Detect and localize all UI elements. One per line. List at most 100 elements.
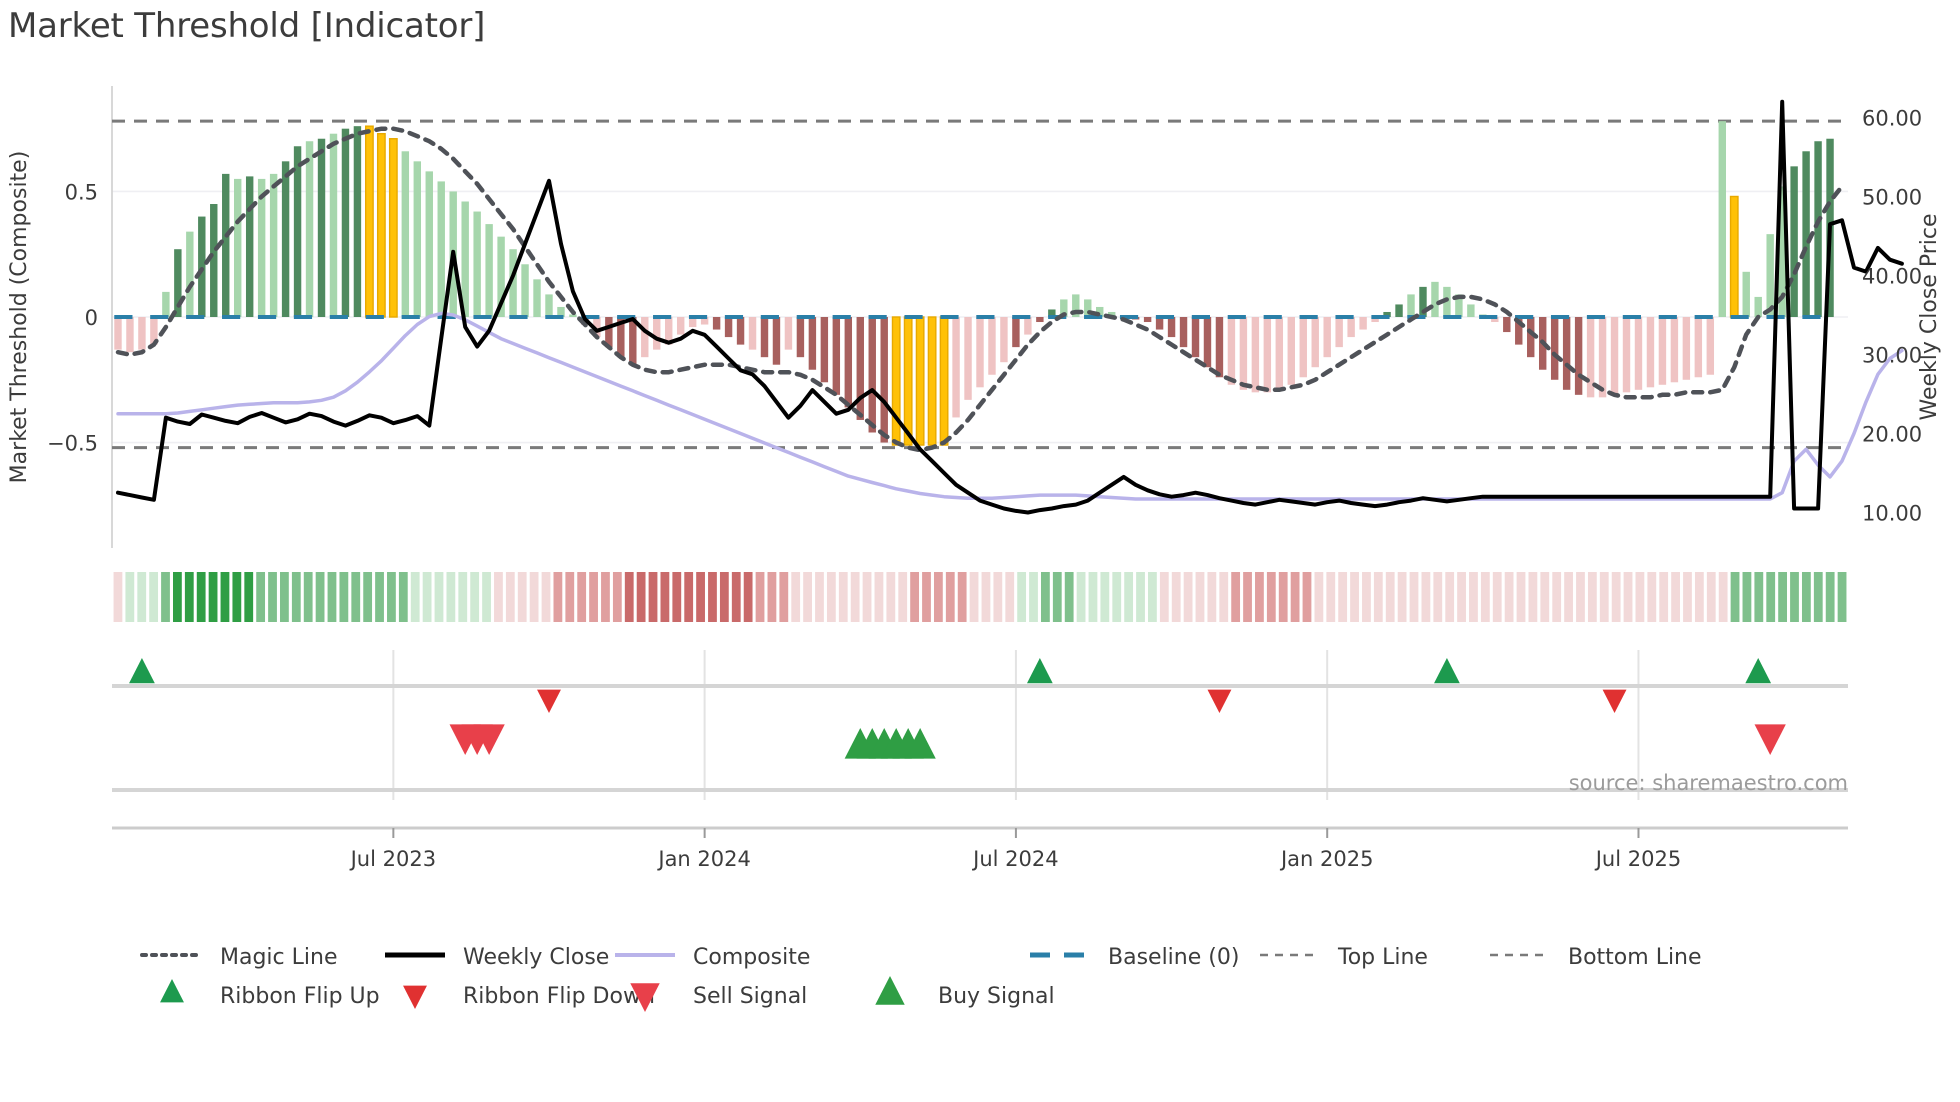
histogram-bar	[569, 314, 577, 317]
legend-item[interactable]: Baseline (0)	[1030, 945, 1239, 970]
ribbon-cell	[149, 572, 159, 622]
ribbon-cell	[1350, 572, 1359, 622]
histogram-bar	[1718, 121, 1727, 317]
ribbon-cell	[1552, 572, 1562, 622]
legend-item[interactable]: Top Line	[1260, 945, 1428, 970]
histogram-bar	[1239, 317, 1248, 390]
histogram-bar	[138, 317, 146, 350]
legend-label: Ribbon Flip Down	[463, 984, 655, 1009]
ribbon-cell	[1528, 572, 1538, 622]
ribbon-cell	[922, 572, 931, 622]
histogram-bar	[401, 151, 410, 317]
ribbon-cell	[172, 572, 182, 622]
histogram-bar	[305, 141, 314, 317]
ribbon-cell	[636, 572, 646, 622]
histogram-bar	[1634, 317, 1643, 390]
histogram-bar	[1335, 317, 1343, 348]
weekly-close-line	[116, 99, 1904, 515]
legend-item[interactable]: Buy Signal	[875, 976, 1055, 1009]
ribbon-cell	[1183, 572, 1193, 622]
ribbon-cell	[1599, 572, 1609, 622]
ribbon-cell	[137, 572, 147, 622]
x-tick-label: Jul 2025	[1594, 847, 1681, 871]
histogram-bar	[1000, 317, 1008, 363]
x-tick-label: Jan 2025	[1279, 847, 1374, 871]
ribbon-cell	[161, 572, 170, 622]
histogram-bar	[976, 317, 984, 388]
legend-item[interactable]: Bottom Line	[1490, 945, 1702, 970]
ribbon-cell	[1124, 572, 1134, 622]
histogram-bar	[1347, 317, 1355, 338]
histogram-bar	[1036, 317, 1044, 323]
left-axis-tick-labels: 0.5 0 −0.5	[47, 180, 98, 455]
ribbon-cell	[755, 572, 765, 622]
histogram-bar	[1670, 317, 1679, 383]
ribbon-cell	[1076, 572, 1086, 622]
histogram-bar	[174, 249, 182, 317]
ribbon-cell	[1813, 572, 1823, 622]
ribbon-cell	[672, 572, 682, 622]
histogram-bar	[688, 317, 697, 328]
histogram-bar	[1419, 286, 1427, 317]
legend-item[interactable]: Ribbon Flip Down	[403, 984, 655, 1009]
histogram-bar	[952, 317, 960, 418]
histogram-bar	[1598, 317, 1607, 398]
histogram-bar	[1203, 317, 1212, 368]
ribbon-flip-markers	[129, 658, 1772, 713]
histogram-bar	[293, 146, 302, 317]
ribbon-cell	[553, 572, 563, 622]
ribbon-cell	[1088, 572, 1098, 622]
right-tick-label: 30.00	[1862, 344, 1922, 368]
histogram-bar	[1694, 317, 1703, 378]
ribbon-cell	[577, 572, 587, 622]
legend-item[interactable]: Ribbon Flip Up	[160, 979, 380, 1009]
histogram-bar	[1251, 317, 1260, 393]
ribbon-cell	[957, 572, 967, 622]
histogram-bar	[1706, 317, 1715, 375]
histogram-bar	[760, 317, 769, 358]
histogram-bar	[1682, 317, 1691, 380]
ribbon-cell	[1266, 572, 1276, 622]
histogram-bar	[1227, 317, 1236, 385]
legend-item[interactable]: Weekly Close	[385, 945, 609, 970]
histogram-bar	[1491, 317, 1499, 323]
ribbon-cell	[1005, 572, 1015, 622]
histogram-bar	[1012, 317, 1020, 348]
histogram-bar	[198, 216, 206, 317]
histogram-bar	[162, 291, 170, 317]
page-title: Market Threshold [Indicator]	[8, 6, 486, 46]
x-axis-tick-labels: Jul 2023 Jan 2024 Jul 2024 Jan 2025 Jul 2025	[349, 847, 1682, 871]
ribbon-cell	[1469, 572, 1478, 622]
ribbon-cell	[565, 572, 575, 622]
ribbon-cell	[779, 572, 789, 622]
histogram-bar	[533, 279, 541, 317]
histogram-bar	[317, 138, 326, 317]
x-tick-label: Jan 2024	[656, 847, 751, 871]
legend-item[interactable]: Sell Signal	[630, 983, 807, 1012]
legend-item[interactable]: Composite	[615, 945, 810, 970]
histogram-bar	[1359, 317, 1367, 330]
histogram-bar	[988, 317, 996, 375]
ribbon-cell	[1326, 572, 1336, 622]
histogram-bar	[341, 128, 350, 317]
ribbon-cell	[1136, 572, 1145, 622]
histogram-bar	[748, 317, 757, 350]
ribbon-cell	[910, 572, 920, 622]
histogram-bar	[1072, 294, 1080, 317]
legend-item[interactable]: Magic Line	[140, 945, 337, 970]
ribbon-cell	[1671, 572, 1680, 622]
ribbon-cell	[1409, 572, 1419, 622]
legend-label: Bottom Line	[1568, 945, 1702, 970]
ribbon-cell	[1730, 572, 1740, 622]
histogram-bar	[617, 317, 625, 358]
ribbon-cell	[850, 572, 860, 622]
ribbon-cell	[351, 572, 361, 622]
histogram-bar	[1275, 317, 1284, 390]
ribbon-cell	[1040, 572, 1050, 622]
histogram-bar	[353, 126, 362, 317]
histogram-bar	[222, 173, 230, 317]
histogram-bar	[1371, 317, 1379, 323]
ribbon-cell	[731, 572, 741, 622]
histogram-bar	[915, 316, 925, 446]
